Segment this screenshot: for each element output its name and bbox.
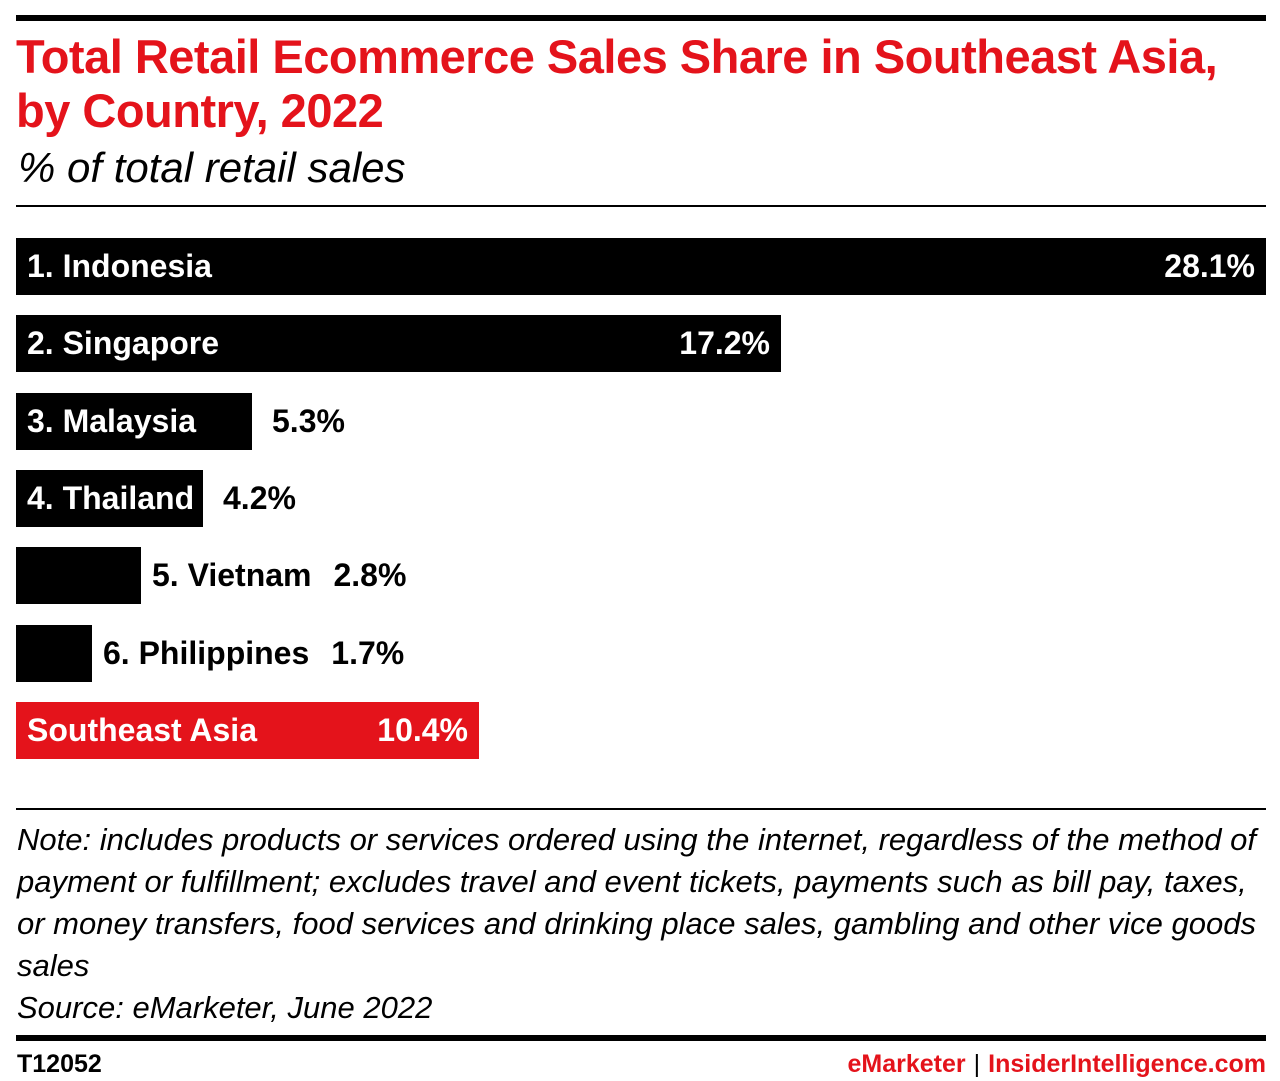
bar-row: 5. Vietnam 2.8%: [16, 547, 1266, 604]
bar: [16, 238, 1266, 295]
brand-emarketer[interactable]: eMarketer: [847, 1050, 966, 1078]
value-label: 4.2%: [223, 480, 296, 516]
value-label: 17.2%: [679, 325, 770, 361]
bar: [16, 547, 141, 604]
bar: [16, 315, 781, 372]
value-label: 10.4%: [377, 712, 468, 748]
bar: [16, 702, 479, 759]
category-label: 4. Thailand: [27, 480, 195, 516]
top-rule: [16, 15, 1266, 21]
brand-separator: |: [973, 1050, 981, 1078]
bar-chart: 1. Indonesia 28.1% 2. Singapore 17.2% 3. Mal…: [16, 238, 1266, 763]
value-label: 1.7%: [331, 635, 405, 671]
bar-row: 1. Indonesia 28.1%: [16, 238, 1266, 295]
category-label: 6. Philippines: [103, 635, 310, 671]
header-rule: [16, 205, 1266, 207]
chart-id: T12052: [17, 1050, 102, 1078]
brand-footer[interactable]: eMarketer | InsiderIntelligence.com: [848, 1047, 1267, 1081]
category-label: 5. Vietnam: [152, 557, 312, 593]
chart-title: Total Retail Ecommerce Sales Share in So…: [16, 30, 1218, 137]
bar: [16, 625, 92, 682]
brand-insider-intelligence[interactable]: InsiderIntelligence.com: [988, 1050, 1266, 1078]
bar-row: 6. Philippines 1.7%: [16, 625, 1266, 682]
value-label: 5.3%: [272, 403, 345, 439]
bar-row: Southeast Asia 10.4%: [16, 702, 1266, 759]
category-label: Southeast Asia: [27, 712, 257, 748]
category-label: 2. Singapore: [27, 325, 220, 361]
note-rule: [16, 808, 1266, 810]
chart-subtitle: % of total retail sales: [18, 144, 406, 191]
bar: [16, 393, 252, 450]
category-label: 3. Malaysia: [27, 403, 196, 439]
category-label: 1. Indonesia: [27, 248, 212, 284]
value-label: 28.1%: [1164, 248, 1255, 284]
bar-row: 3. Malaysia 5.3%: [16, 393, 1266, 450]
bottom-rule: [16, 1035, 1266, 1041]
bar-row: 4. Thailand 4.2%: [16, 470, 1266, 527]
bar: [16, 470, 203, 527]
chart-source: Source: eMarketer, June 2022: [17, 990, 433, 1025]
bar-row: 2. Singapore 17.2%: [16, 315, 1266, 372]
chart-note: Note: includes products or services orde…: [17, 822, 1256, 983]
value-label: 2.8%: [333, 557, 407, 593]
